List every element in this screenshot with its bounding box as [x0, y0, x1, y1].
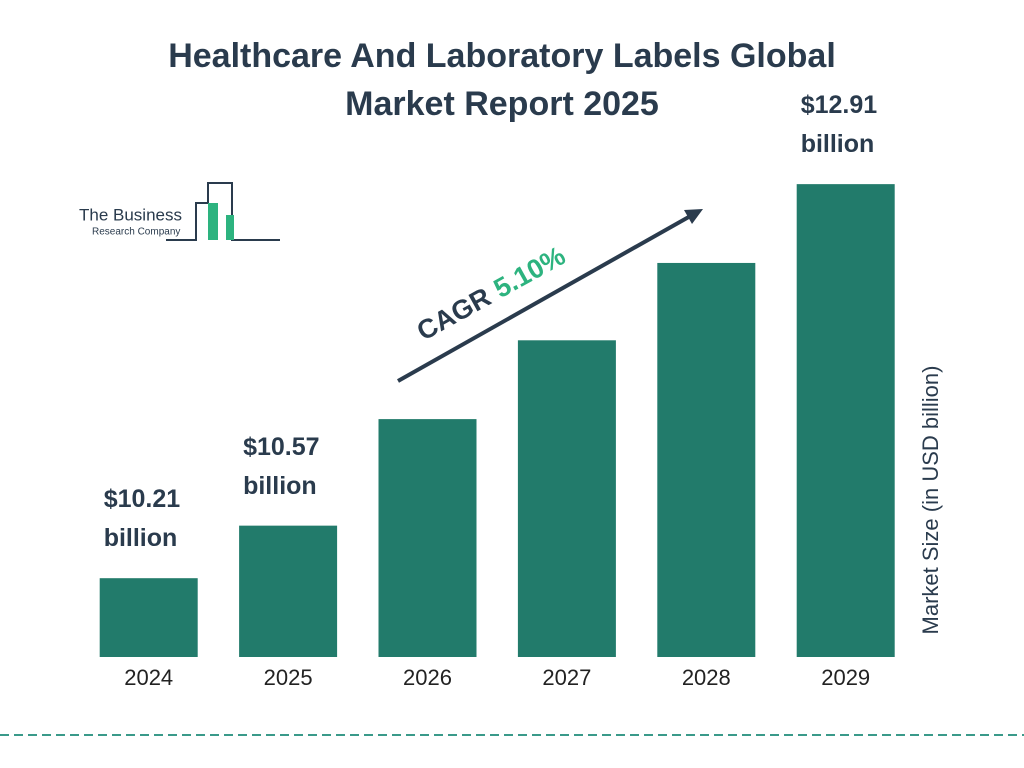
value-label: $10.57 billion: [243, 432, 320, 500]
bar: [378, 419, 477, 657]
x-tick-label: 2028: [682, 665, 731, 690]
y-axis-label: Market Size (in USD billion): [918, 366, 943, 635]
x-tick-label: 2026: [403, 665, 452, 690]
bar: [99, 578, 198, 657]
cagr-label: CAGR: [412, 282, 496, 347]
cagr-value: 5.10%: [489, 240, 571, 303]
value-label: $12.91 billion: [800, 91, 878, 159]
bar: [517, 340, 616, 657]
bar: [796, 184, 895, 657]
bar: [239, 525, 338, 657]
logo-bar: [208, 203, 218, 240]
x-tick-label: 2027: [542, 665, 591, 690]
x-tick-label: 2025: [264, 665, 313, 690]
x-tick-label: 2029: [821, 665, 870, 690]
logo-bar: [226, 215, 234, 240]
bar: [657, 262, 756, 657]
logo-text: The Business: [79, 205, 182, 224]
logo: The Business Research Company: [79, 182, 280, 241]
cagr-arrow: [397, 212, 695, 383]
logo-text: Research Company: [92, 227, 180, 238]
value-label: $10.21 billion: [103, 485, 181, 553]
x-tick-label: 2024: [124, 665, 173, 690]
logo-outline: [166, 182, 280, 241]
cagr-arrowhead: [684, 209, 703, 224]
chart-title: Healthcare And Laboratory Labels Global …: [168, 37, 836, 123]
